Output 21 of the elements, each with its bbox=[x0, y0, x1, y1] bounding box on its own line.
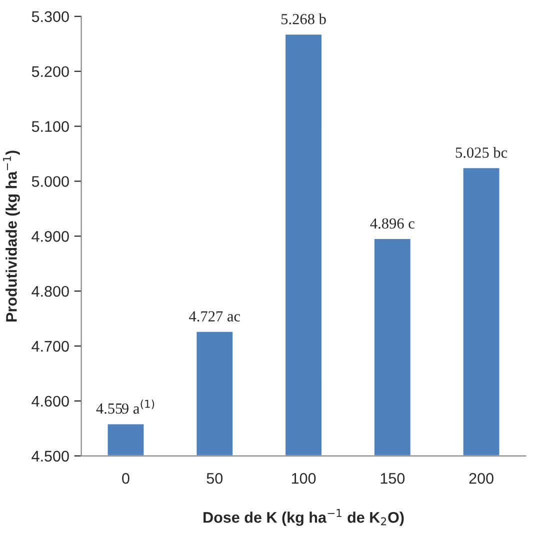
y-tick-label: 4.900 bbox=[32, 231, 69, 242]
y-tick-label: 5.300 bbox=[32, 11, 69, 22]
y-tick-label: 4.800 bbox=[32, 286, 69, 297]
data-label: 5.268 b bbox=[281, 14, 326, 24]
data-label: 4.559 a$^{(1)}$ bbox=[96, 400, 154, 414]
data-label: 4.896 c bbox=[370, 218, 414, 229]
x-tick-label: 50 bbox=[206, 472, 223, 484]
y-tick-label: 5.000 bbox=[32, 176, 69, 187]
y-axis-title: Produtividade (kg ha$^{−1}$) bbox=[3, 150, 20, 322]
x-tick-label: 200 bbox=[469, 472, 494, 484]
y-tick-label: 5.100 bbox=[32, 121, 69, 132]
data-label: 4.727 ac bbox=[189, 311, 240, 322]
x-tick-label: 0 bbox=[122, 472, 130, 484]
x-tick-label: 150 bbox=[380, 472, 405, 484]
y-tick-label: 5.200 bbox=[32, 66, 69, 78]
y-tick-label: 4.600 bbox=[32, 396, 69, 407]
data-label: 5.025 bc bbox=[456, 147, 508, 158]
y-tick-label: 4.500 bbox=[32, 450, 69, 462]
x-tick-label: 100 bbox=[292, 472, 316, 484]
x-axis-title: Dose de K (kg ha$^{−1}$ de K$_{2}$O) bbox=[204, 509, 404, 526]
y-tick-label: 4.700 bbox=[32, 340, 69, 352]
